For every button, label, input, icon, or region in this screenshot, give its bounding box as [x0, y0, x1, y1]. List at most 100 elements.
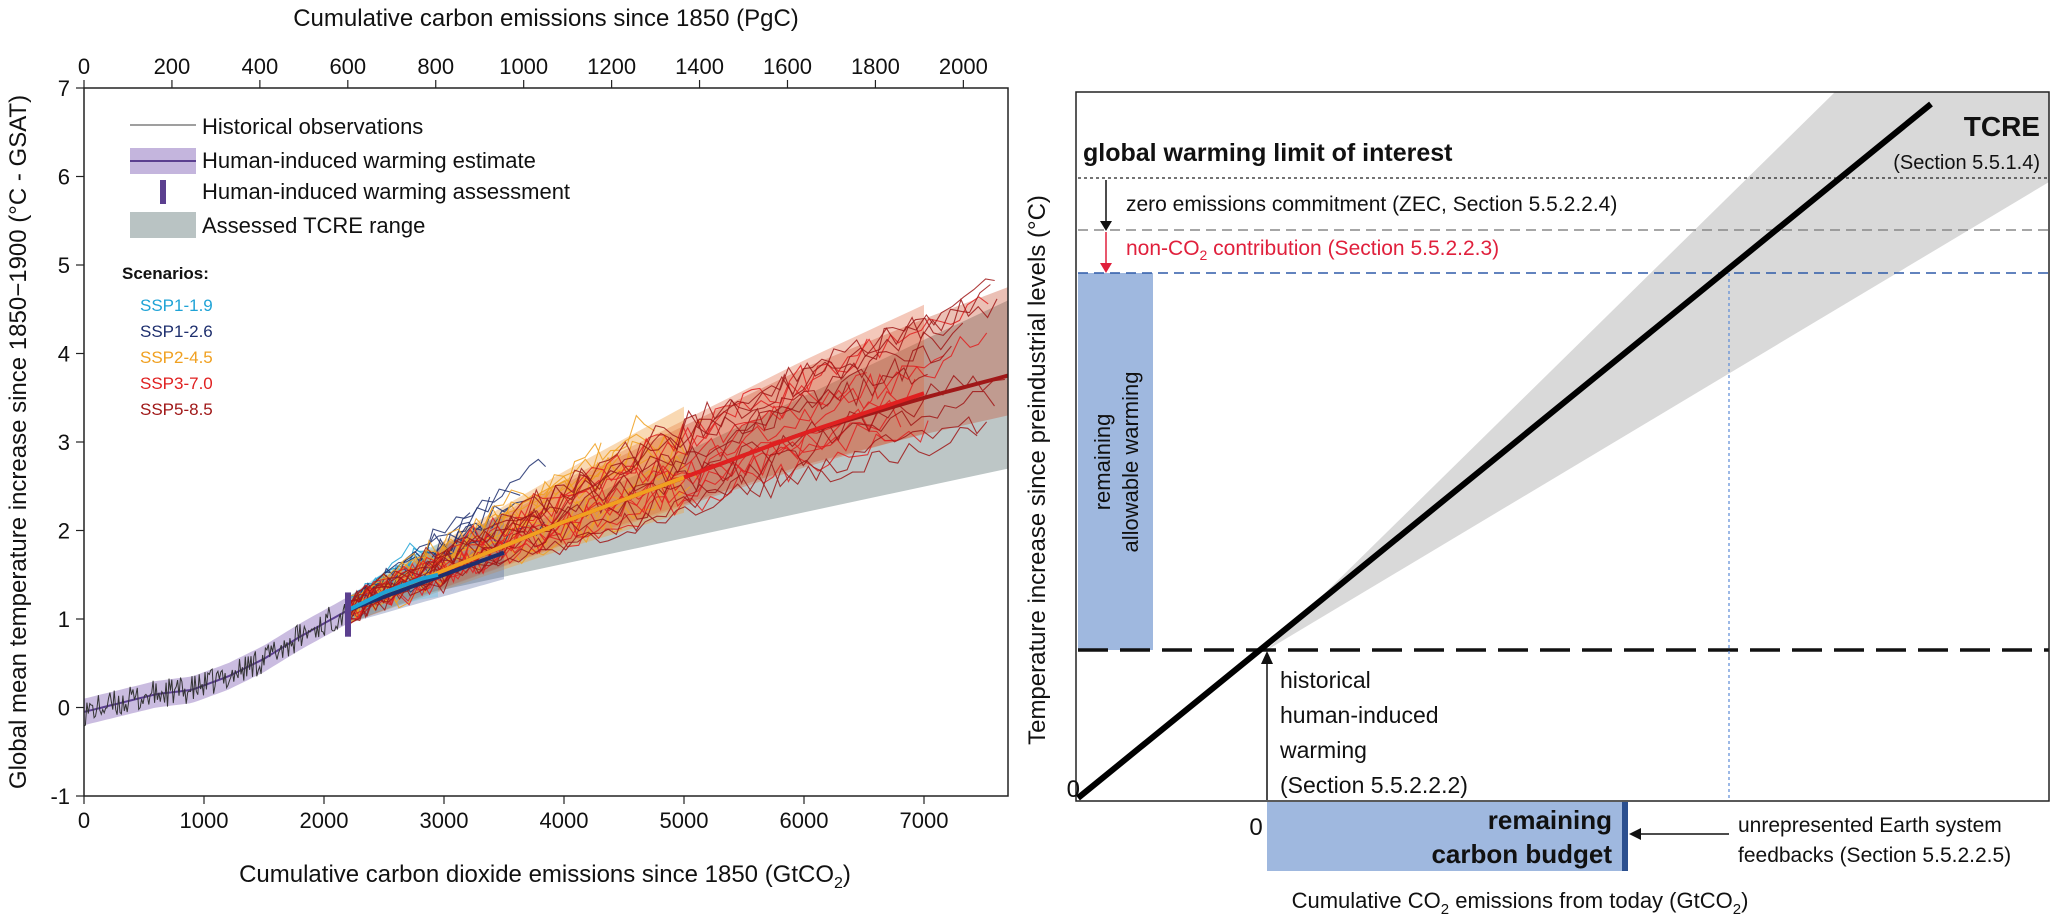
- right-x-axis-title-main: Cumulative CO: [1292, 888, 1441, 913]
- legend-historical-label: Historical observations: [202, 114, 423, 139]
- historical-warming-line1: historical: [1280, 667, 1371, 693]
- left-x-ticks: 0 1000 2000 3000 4000 5000 6000 7000: [78, 796, 949, 833]
- left-x-axis-title-end: ): [843, 861, 851, 888]
- scenario-member-line: [347, 372, 867, 622]
- left-x2-tick-label: 600: [329, 54, 366, 79]
- left-y-tick-label: -1: [50, 784, 70, 809]
- assessment-bar: [345, 592, 351, 637]
- historical-warming-line4: (Section 5.5.2.2.2): [1280, 772, 1468, 798]
- left-x2-tick-label: 200: [154, 54, 191, 79]
- left-x-tick-label: 1000: [180, 808, 229, 833]
- left-y-tick-label: 7: [58, 76, 70, 101]
- tcre-line: [1076, 101, 1933, 801]
- unrepresented-line1: unrepresented Earth system: [1738, 814, 2002, 837]
- right-origin-label: 0: [1067, 776, 1080, 803]
- tcre-section: (Section 5.5.1.4): [1893, 152, 2040, 174]
- unrepresented-line2: feedbacks (Section 5.5.2.2.5): [1738, 844, 2011, 867]
- left-y-ticks: -1 0 1 2 3 4 5 6 7: [50, 76, 84, 809]
- legend-estimate-label: Human-induced warming estimate: [202, 148, 536, 173]
- left-y-tick-label: 1: [58, 607, 70, 632]
- non-co2-label-end: contribution (Section 5.5.2.2.3): [1207, 237, 1499, 260]
- scenario-ssp585-label: SSP5-8.5: [140, 400, 213, 419]
- non-co2-label-sub: 2: [1200, 247, 1208, 263]
- scenario-ssp119-label: SSP1-1.9: [140, 296, 213, 315]
- left-x2-tick-label: 1400: [675, 54, 724, 79]
- zec-label: zero emissions commitment (ZEC, Section …: [1126, 193, 1617, 216]
- historical-estimate-band-polygon: [84, 596, 348, 726]
- left-x2-tick-label: 2000: [939, 54, 988, 79]
- left-y-tick-label: 2: [58, 519, 70, 544]
- carbon-budget-line2: carbon budget: [1431, 839, 1612, 869]
- legend-assessment-label: Human-induced warming assessment: [202, 179, 570, 204]
- left-x-tick-label: 3000: [420, 808, 469, 833]
- scenario-member-line: [347, 322, 964, 617]
- historical-warming-line2: human-induced: [1280, 702, 1439, 728]
- scenario-mean-lines: [347, 373, 1008, 612]
- left-y-tick-label: 4: [58, 342, 70, 367]
- non-co2-label-main: non-CO: [1126, 237, 1200, 260]
- scenarios-title: Scenarios:: [122, 264, 209, 283]
- right-x-axis-title: Cumulative CO2 emissions from today (GtC…: [1292, 888, 1749, 918]
- left-x2-tick-label: 1000: [499, 54, 548, 79]
- non-co2-label: non-CO2 contribution (Section 5.5.2.2.3): [1126, 237, 1499, 263]
- left-x-tick-label: 7000: [900, 808, 949, 833]
- unrepresented-feedback-arrowhead: [1629, 828, 1641, 840]
- right-zero-label: 0: [1249, 814, 1262, 841]
- tcre-uncertainty-band: [1267, 92, 2049, 650]
- left-x2-axis-title: Cumulative carbon emissions since 1850 (…: [293, 5, 799, 32]
- left-x2-tick-label: 0: [78, 54, 90, 79]
- left-x2-tick-label: 1200: [587, 54, 636, 79]
- left-x2-tick-label: 800: [417, 54, 454, 79]
- left-x-tick-label: 4000: [540, 808, 589, 833]
- legend-tcre-label: Assessed TCRE range: [202, 213, 425, 238]
- left-x-tick-label: 6000: [780, 808, 829, 833]
- carbon-budget-bar: [1267, 802, 1627, 871]
- left-y-axis-title: Global mean temperature increase since 1…: [5, 95, 32, 789]
- left-x-tick-label: 5000: [660, 808, 709, 833]
- right-x-axis-title-sub2: 2: [1733, 901, 1741, 918]
- left-y-tick-label: 3: [58, 430, 70, 455]
- scenario-mean-ssp119: [347, 572, 439, 612]
- scenario-member-line: [347, 284, 991, 614]
- scenario-member-line: [347, 423, 897, 611]
- historical-warming-line3: warming: [1279, 737, 1367, 763]
- remaining-warming-bar: [1078, 273, 1153, 650]
- left-x-axis-title-main: Cumulative carbon dioxide emissions sinc…: [239, 861, 834, 888]
- right-plot-frame: [1075, 91, 2050, 802]
- right-y-axis-title: Temperature increase since preindustrial…: [1024, 195, 1051, 745]
- left-chart: Cumulative carbon emissions since 1850 (…: [5, 5, 1009, 892]
- remaining-warming-line2: allowable warming: [1118, 372, 1143, 553]
- carbon-budget-edge: [1622, 802, 1628, 871]
- historical-observations-line: [84, 603, 348, 727]
- warming-limit-label: global warming limit of interest: [1083, 139, 1453, 167]
- historical-warming-arrowhead: [1261, 651, 1273, 664]
- left-y-tick-label: 6: [58, 165, 70, 190]
- warming-assessment-bar: [345, 592, 351, 637]
- zec-arrowhead: [1100, 221, 1112, 231]
- carbon-budget-line1: remaining: [1488, 805, 1612, 835]
- left-x-tick-label: 2000: [300, 808, 349, 833]
- remaining-warming-line1: remaining: [1090, 414, 1115, 511]
- scenario-ssp126-label: SSP1-2.6: [140, 322, 213, 341]
- left-y-tick-label: 5: [58, 253, 70, 278]
- right-x-axis-title-sub: 2: [1441, 901, 1449, 918]
- scenario-mean-ssp126: [347, 550, 505, 612]
- left-plot-frame: [83, 87, 1009, 797]
- left-x2-tick-label: 1600: [763, 54, 812, 79]
- right-x-axis-title-close: ): [1741, 888, 1748, 913]
- scenario-member-line: [347, 440, 655, 611]
- left-x-axis-title: Cumulative carbon dioxide emissions sinc…: [239, 861, 851, 892]
- left-x2-tick-label: 400: [242, 54, 279, 79]
- tcre-title: TCRE: [1964, 111, 2040, 142]
- scenario-member-line: [347, 298, 998, 608]
- left-x-axis-title-sub: 2: [834, 875, 843, 892]
- legend-assessment-swatch: [160, 180, 166, 204]
- left-x-tick-label: 0: [78, 808, 90, 833]
- left-y-tick-label: 0: [58, 696, 70, 721]
- left-legend: Historical observations Human-induced wa…: [122, 114, 570, 419]
- scenario-ssp245-label: SSP2-4.5: [140, 348, 213, 367]
- scenario-ssp370-label: SSP3-7.0: [140, 374, 213, 393]
- right-diagram: Temperature increase since preindustrial…: [1024, 91, 2050, 918]
- right-x-axis-title-end: emissions from today (GtCO: [1449, 888, 1733, 913]
